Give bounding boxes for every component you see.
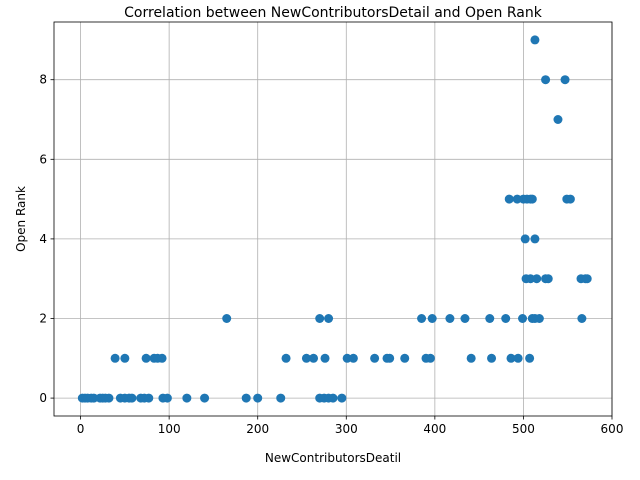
- data-point: [320, 353, 330, 363]
- x-tick-label: 500: [512, 422, 535, 436]
- data-point: [485, 313, 495, 323]
- data-point: [527, 194, 537, 204]
- data-points: [77, 35, 592, 403]
- data-point: [466, 353, 476, 363]
- x-axis-ticks: 0 100 200 300 400 500 600: [77, 416, 624, 436]
- data-point: [565, 194, 575, 204]
- data-point: [577, 313, 587, 323]
- data-point: [513, 353, 523, 363]
- data-point: [89, 393, 99, 403]
- y-axis-ticks: 0 2 4 6 8: [39, 73, 54, 405]
- data-point: [520, 234, 530, 244]
- data-point: [141, 353, 151, 363]
- data-point: [120, 353, 130, 363]
- x-tick-label: 400: [423, 422, 446, 436]
- data-point: [328, 393, 338, 403]
- data-point: [526, 274, 536, 284]
- data-point: [501, 313, 511, 323]
- data-point: [182, 393, 192, 403]
- x-tick-label: 100: [158, 422, 181, 436]
- data-point: [157, 353, 167, 363]
- y-tick-label: 6: [39, 152, 47, 166]
- data-point: [253, 393, 263, 403]
- y-axis-label: Open Rank: [14, 186, 28, 252]
- data-point: [222, 313, 232, 323]
- x-tick-label: 0: [77, 422, 85, 436]
- data-point: [487, 353, 497, 363]
- data-point: [309, 353, 319, 363]
- data-point: [127, 393, 137, 403]
- data-point: [530, 35, 540, 45]
- data-point: [301, 353, 311, 363]
- data-point: [315, 313, 325, 323]
- data-point: [518, 313, 528, 323]
- data-point: [534, 313, 544, 323]
- data-point: [241, 393, 251, 403]
- x-tick-label: 600: [601, 422, 624, 436]
- data-point: [532, 274, 542, 284]
- y-tick-label: 2: [39, 311, 47, 325]
- data-point: [324, 313, 334, 323]
- data-point: [104, 393, 114, 403]
- data-point: [400, 353, 410, 363]
- data-point: [553, 115, 563, 125]
- chart-title: Correlation between NewContributorsDetai…: [124, 5, 543, 21]
- data-point: [342, 353, 352, 363]
- data-point: [110, 353, 120, 363]
- y-tick-label: 4: [39, 232, 47, 246]
- data-point: [276, 393, 286, 403]
- data-point: [506, 353, 516, 363]
- axes-frame: [53, 21, 613, 417]
- data-point: [582, 274, 592, 284]
- y-tick-label: 0: [39, 391, 47, 405]
- data-point: [460, 313, 470, 323]
- data-point: [337, 393, 347, 403]
- data-point: [560, 75, 570, 85]
- data-point: [348, 353, 358, 363]
- data-point: [530, 234, 540, 244]
- data-point: [144, 393, 154, 403]
- data-point: [370, 353, 380, 363]
- data-point: [445, 313, 455, 323]
- data-point: [543, 274, 553, 284]
- data-point: [512, 194, 522, 204]
- data-point: [385, 353, 395, 363]
- x-axis-label: NewContributorsDeatil: [265, 451, 401, 465]
- data-point: [541, 75, 551, 85]
- data-point: [281, 353, 291, 363]
- data-point: [417, 313, 427, 323]
- data-point: [427, 313, 437, 323]
- data-point: [425, 353, 435, 363]
- y-tick-label: 8: [39, 73, 47, 87]
- data-point: [200, 393, 210, 403]
- data-point: [525, 353, 535, 363]
- data-point: [162, 393, 172, 403]
- x-tick-label: 300: [335, 422, 358, 436]
- data-point: [504, 194, 514, 204]
- x-tick-label: 200: [246, 422, 269, 436]
